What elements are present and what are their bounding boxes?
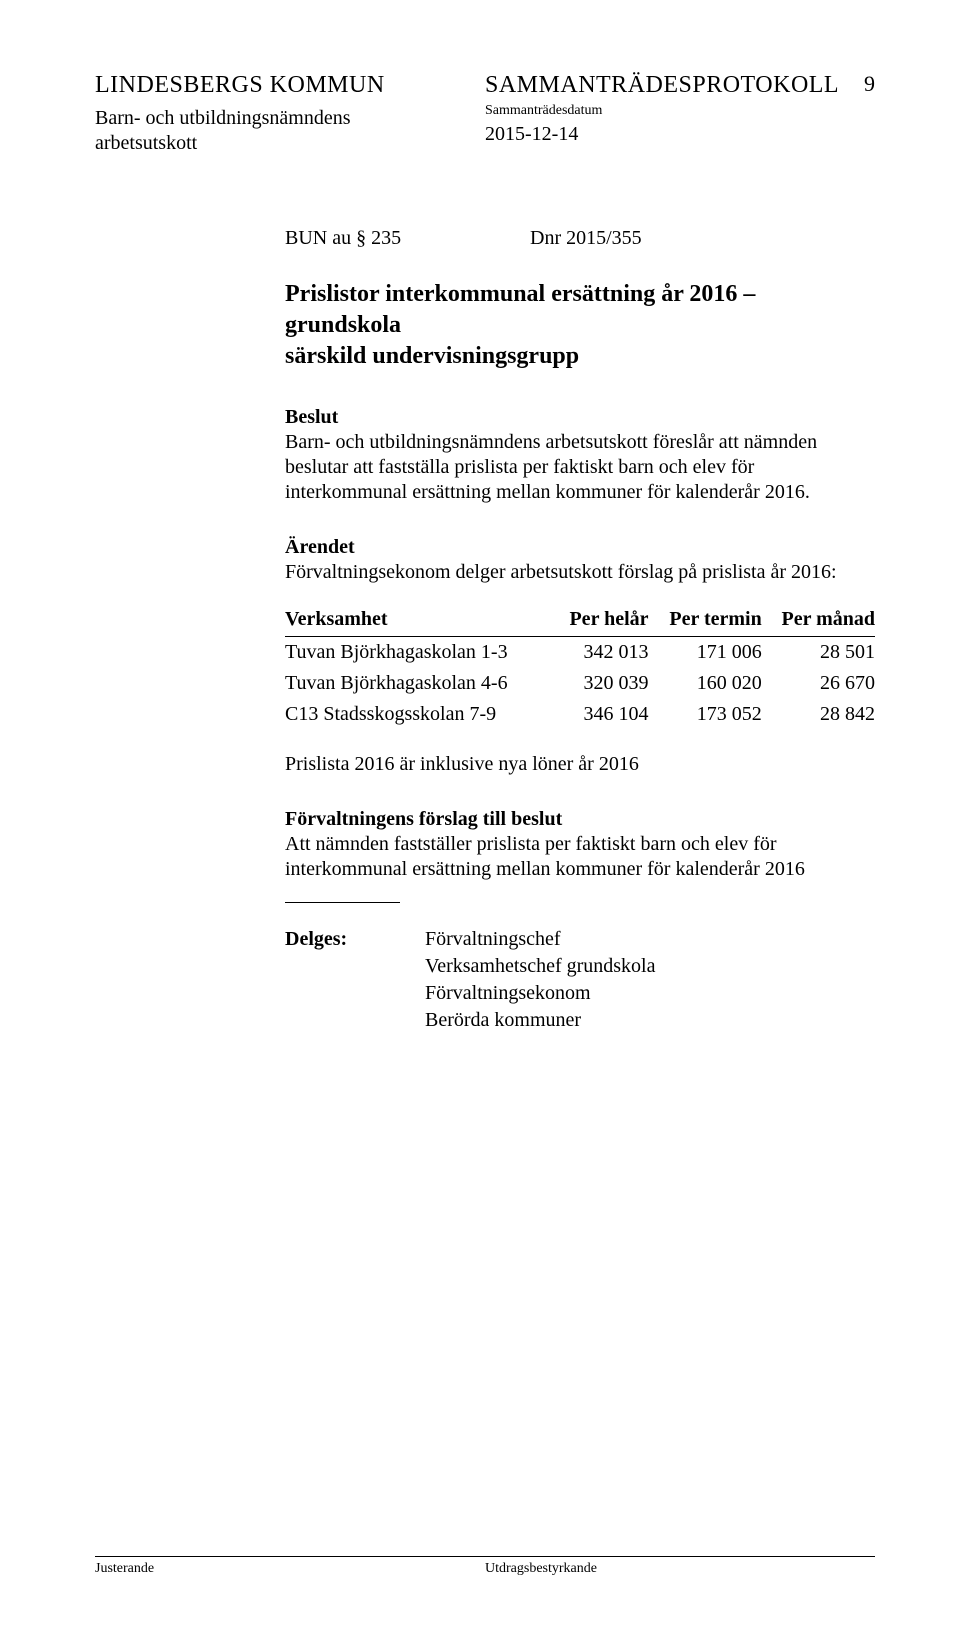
- footer-utdragsbestyrkande: Utdragsbestyrkande: [485, 1556, 875, 1578]
- item-title: Prislistor interkommunal ersättning år 2…: [285, 279, 875, 373]
- section-divider: [285, 902, 400, 903]
- meeting-date-label: Sammanträdesdatum: [485, 102, 875, 120]
- cell-helar: 342 013: [535, 636, 648, 668]
- item-reference: BUN au § 235 Dnr 2015/355: [285, 226, 875, 251]
- beslut-label: Beslut: [285, 405, 875, 430]
- cell-name: C13 Stadsskogsskolan 7-9: [285, 699, 535, 730]
- cell-termin: 173 052: [649, 699, 762, 730]
- title-line-2: särskild undervisningsgrupp: [285, 341, 875, 372]
- cell-manad: 26 670: [762, 668, 875, 699]
- subunit-line2: arbetsutskott: [95, 131, 485, 156]
- cell-helar: 320 039: [535, 668, 648, 699]
- cell-name: Tuvan Björkhagaskolan 4-6: [285, 668, 535, 699]
- beslut-text: Barn- och utbildningsnämndens arbetsutsk…: [285, 430, 875, 505]
- cell-name: Tuvan Björkhagaskolan 1-3: [285, 636, 535, 668]
- protocol-title: SAMMANTRÄDESPROTOKOLL: [485, 70, 875, 100]
- page-number: 9: [864, 70, 875, 98]
- col-per-helar: Per helår: [535, 605, 648, 637]
- title-line-1: Prislistor interkommunal ersättning år 2…: [285, 279, 875, 341]
- org-name: LINDESBERGS KOMMUN: [95, 70, 485, 100]
- delges-line: Förvaltningsekonom: [425, 981, 656, 1006]
- delges-block: Delges: Förvaltningschef Verksamhetschef…: [285, 927, 875, 1035]
- col-per-termin: Per termin: [649, 605, 762, 637]
- dnr-number: Dnr 2015/355: [530, 226, 642, 251]
- cell-manad: 28 842: [762, 699, 875, 730]
- delges-line: Förvaltningschef: [425, 927, 656, 952]
- page-footer: Justerande Utdragsbestyrkande: [95, 1556, 875, 1578]
- table-row: Tuvan Björkhagaskolan 1-3 342 013 171 00…: [285, 636, 875, 668]
- forslag-label: Förvaltningens förslag till beslut: [285, 807, 875, 832]
- cell-termin: 160 020: [649, 668, 762, 699]
- forslag-text: Att nämnden fastställer prislista per fa…: [285, 832, 875, 882]
- delges-label: Delges:: [285, 927, 425, 952]
- bun-number: BUN au § 235: [285, 226, 525, 251]
- price-note: Prislista 2016 är inklusive nya löner år…: [285, 752, 875, 777]
- delges-line: Berörda kommuner: [425, 1008, 656, 1033]
- table-header-row: Verksamhet Per helår Per termin Per måna…: [285, 605, 875, 637]
- arendet-label: Ärendet: [285, 535, 875, 560]
- delges-line: Verksamhetschef grundskola: [425, 954, 656, 979]
- subunit-line1: Barn- och utbildningsnämndens: [95, 106, 485, 131]
- page-header: LINDESBERGS KOMMUN Barn- och utbildnings…: [95, 70, 875, 156]
- price-table: Verksamhet Per helår Per termin Per måna…: [285, 605, 875, 730]
- col-per-manad: Per månad: [762, 605, 875, 637]
- arendet-text: Förvaltningsekonom delger arbetsutskott …: [285, 560, 875, 585]
- meeting-date: 2015-12-14: [485, 122, 875, 147]
- col-verksamhet: Verksamhet: [285, 605, 535, 637]
- footer-justerande: Justerande: [95, 1556, 485, 1578]
- cell-manad: 28 501: [762, 636, 875, 668]
- table-row: C13 Stadsskogsskolan 7-9 346 104 173 052…: [285, 699, 875, 730]
- cell-helar: 346 104: [535, 699, 648, 730]
- table-row: Tuvan Björkhagaskolan 4-6 320 039 160 02…: [285, 668, 875, 699]
- cell-termin: 171 006: [649, 636, 762, 668]
